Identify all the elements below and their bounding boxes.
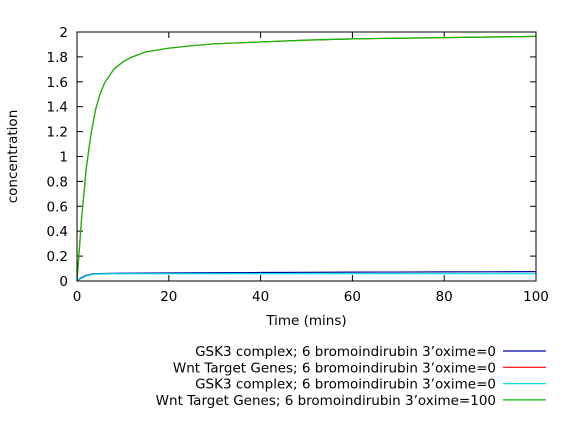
x-tick-label: 0 [73, 289, 82, 305]
y-tick-label: 1 [59, 150, 68, 166]
x-tick-label: 80 [436, 289, 453, 305]
y-tick-label: 1.4 [47, 100, 68, 116]
y-tick-label: 0.6 [47, 199, 68, 215]
axis-tick-labels: 0 20 40 60 80 100 0 0.2 0.4 0.6 0.8 1 1.2 1.4 1.6 1.8 2 [47, 25, 549, 305]
x-tick-label: 40 [252, 289, 269, 305]
plot-frame [76, 31, 537, 282]
y-tick-label: 1.6 [47, 75, 68, 91]
series-line-4 [76, 35, 537, 282]
legend: GSK3 complex; 6 bromoindirubin 3’oxime=0… [156, 344, 546, 409]
y-tick-label: 0.2 [47, 249, 68, 265]
y-tick-label: 0.8 [47, 174, 68, 190]
y-tick-label: 2 [59, 25, 68, 41]
x-axis-title: Time (mins) [265, 313, 346, 329]
legend-label-4: Wnt Target Genes; 6 bromoindirubin 3’oxi… [156, 393, 496, 409]
y-tick-label: 0 [59, 274, 68, 290]
y-tick-label: 1.2 [47, 125, 68, 141]
series-lines [76, 35, 537, 282]
series-line-1 [76, 271, 537, 282]
y-tick-label: 1.8 [47, 50, 68, 66]
legend-label-1: GSK3 complex; 6 bromoindirubin 3’oxime=0 [195, 344, 496, 360]
series-line-3 [76, 273, 536, 282]
axis-ticks [76, 31, 537, 282]
x-tick-label: 100 [523, 289, 549, 305]
x-tick-label: 60 [344, 289, 361, 305]
series-line-2 [76, 35, 537, 282]
legend-label-2: Wnt Target Genes; 6 bromoindirubin 3’oxi… [173, 360, 496, 376]
y-axis-title: concentration [5, 110, 21, 204]
y-tick-label: 0.4 [47, 224, 68, 240]
x-tick-label: 20 [160, 289, 177, 305]
legend-label-3: GSK3 complex; 6 bromoindirubin 3’oxime=0 [195, 377, 496, 393]
